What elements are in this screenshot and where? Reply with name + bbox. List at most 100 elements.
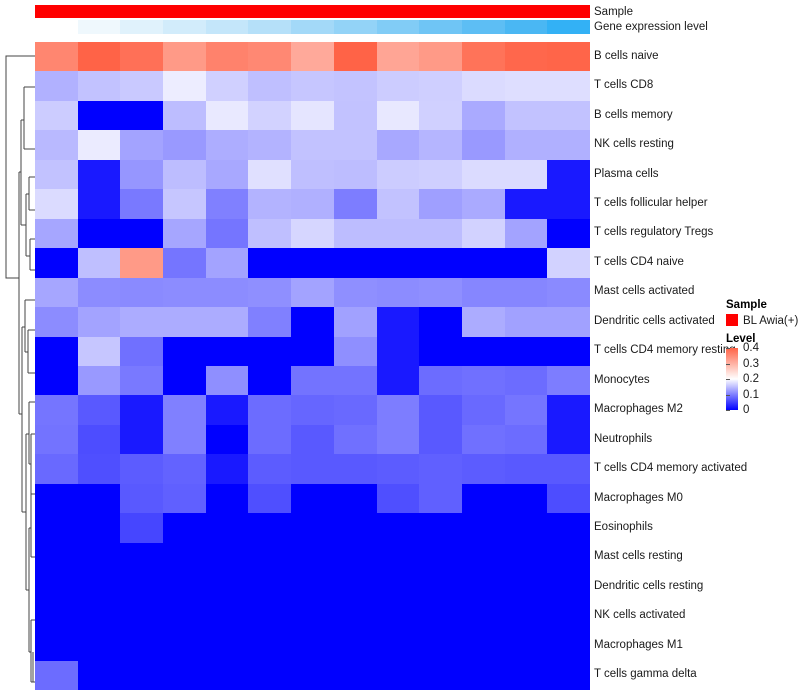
gene-expression-annotation-cell xyxy=(163,20,206,34)
heatmap-cell xyxy=(504,71,548,101)
heatmap-cell xyxy=(163,483,206,514)
heatmap-body xyxy=(35,42,590,690)
heatmap-cell xyxy=(333,336,377,366)
heatmap-cell xyxy=(376,572,420,602)
heatmap-cell xyxy=(504,542,548,573)
heatmap-cell xyxy=(291,513,334,543)
heatmap-cell xyxy=(376,130,420,160)
heatmap-cell xyxy=(163,307,206,337)
heatmap-cell xyxy=(419,42,462,72)
heatmap-cell xyxy=(163,71,206,101)
heatmap-cell xyxy=(547,542,590,573)
heatmap-cell xyxy=(120,513,164,543)
heatmap-cell xyxy=(248,248,292,278)
heatmap-cell xyxy=(205,336,249,366)
heatmap-cell xyxy=(504,631,548,661)
row-label: Macrophages M2 xyxy=(594,403,683,416)
heatmap-cell xyxy=(248,572,292,602)
row-label: Eosinophils xyxy=(594,521,653,533)
heatmap-cell xyxy=(248,277,292,308)
heatmap-cell xyxy=(77,218,121,249)
heatmap-cell xyxy=(205,513,249,543)
sample-annotation-cell xyxy=(77,5,121,18)
heatmap-cell xyxy=(547,71,590,101)
heatmap-cell xyxy=(291,542,334,573)
heatmap-cell xyxy=(547,307,590,337)
sample-annotation-cell xyxy=(333,5,377,18)
heatmap-cell xyxy=(419,277,462,308)
heatmap-cell xyxy=(547,248,590,278)
heatmap-cell xyxy=(248,218,292,249)
heatmap-cell xyxy=(461,542,505,573)
heatmap-cell xyxy=(248,601,292,632)
heatmap-cell xyxy=(248,366,292,396)
heatmap-cell xyxy=(35,366,78,396)
heatmap-cell xyxy=(419,513,462,543)
heatmap-cell xyxy=(461,277,505,308)
row-label: T cells CD8 xyxy=(594,79,654,92)
legend-level-tick-label: 0 xyxy=(743,404,750,416)
sample-annotation-cell xyxy=(163,5,206,18)
heatmap-cell xyxy=(376,601,420,632)
heatmap-cell xyxy=(248,159,292,190)
heatmap-cell xyxy=(376,189,420,219)
heatmap-cell xyxy=(291,395,334,425)
heatmap-cell xyxy=(248,307,292,337)
gene-expression-annotation-bar xyxy=(35,20,590,34)
heatmap-cell xyxy=(504,130,548,160)
heatmap-cell xyxy=(376,100,420,131)
heatmap-cell xyxy=(333,483,377,514)
heatmap-cell xyxy=(291,601,334,632)
heatmap-cell xyxy=(120,277,164,308)
heatmap-cell xyxy=(163,542,206,573)
row-label: T cells gamma delta xyxy=(594,668,697,681)
heatmap-cell xyxy=(163,336,206,366)
heatmap-cell xyxy=(461,424,505,455)
heatmap-cell xyxy=(419,189,462,219)
sample-annotation-cell xyxy=(120,5,164,18)
heatmap-cell xyxy=(333,513,377,543)
heatmap-cell xyxy=(205,130,249,160)
row-label: Monocytes xyxy=(594,373,650,386)
heatmap-cell xyxy=(35,631,78,661)
heatmap-cell xyxy=(419,366,462,396)
legend-sample-entry-label: BL Awia(+) xyxy=(743,315,799,327)
heatmap-cell xyxy=(163,454,206,484)
heatmap-cell xyxy=(504,248,548,278)
heatmap-cell xyxy=(461,660,505,690)
heatmap-cell xyxy=(205,189,249,219)
sample-annotation-label: Sample xyxy=(594,6,633,18)
heatmap-cell xyxy=(77,159,121,190)
heatmap-cell xyxy=(120,395,164,425)
heatmap-cell xyxy=(205,100,249,131)
heatmap-cell xyxy=(205,366,249,396)
heatmap-cell xyxy=(504,277,548,308)
heatmap-cell xyxy=(504,513,548,543)
heatmap-cell xyxy=(291,572,334,602)
row-label: Plasma cells xyxy=(594,167,659,180)
heatmap-cell xyxy=(120,248,164,278)
heatmap-cell xyxy=(504,660,548,690)
heatmap-cell xyxy=(376,248,420,278)
heatmap-cell xyxy=(461,572,505,602)
legend-level-tick-mark xyxy=(726,395,730,396)
gene-expression-annotation-cell xyxy=(35,20,78,34)
heatmap-cell xyxy=(419,336,462,366)
legend-level-colorbar xyxy=(726,348,738,410)
heatmap-cell xyxy=(205,424,249,455)
heatmap-cell xyxy=(504,483,548,514)
row-label: Mast cells activated xyxy=(594,285,695,298)
heatmap-cell xyxy=(504,159,548,190)
heatmap-cell xyxy=(333,424,377,455)
heatmap-cell xyxy=(333,248,377,278)
heatmap-cell xyxy=(291,424,334,455)
heatmap-cell xyxy=(248,424,292,455)
heatmap-cell xyxy=(376,660,420,690)
heatmap-cell xyxy=(77,307,121,337)
heatmap-cell xyxy=(77,572,121,602)
heatmap-cell xyxy=(205,454,249,484)
row-label: Macrophages M1 xyxy=(594,638,683,651)
heatmap-cell xyxy=(35,513,78,543)
heatmap-cell xyxy=(77,42,121,72)
heatmap-cell xyxy=(461,307,505,337)
